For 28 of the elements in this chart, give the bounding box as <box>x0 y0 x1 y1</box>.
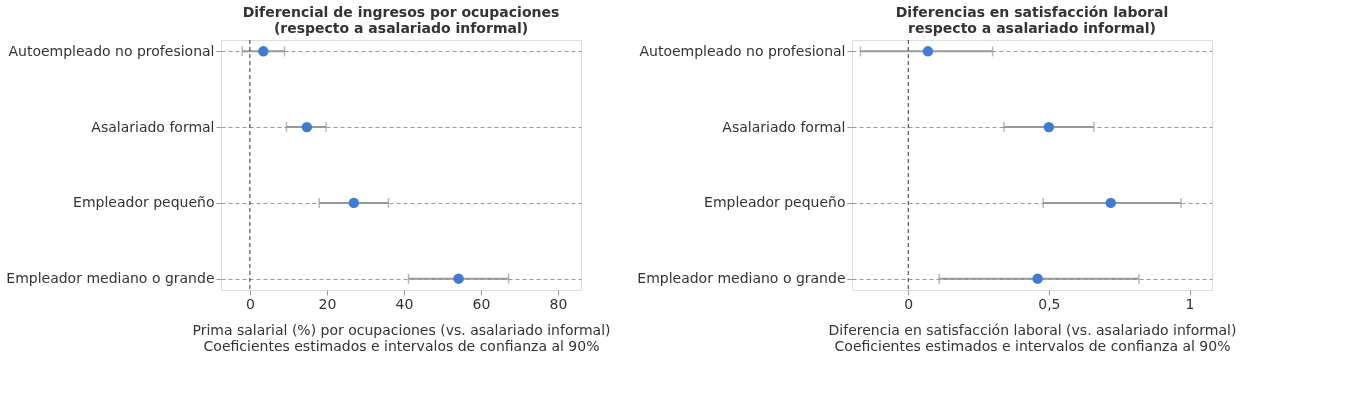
y-tick-label: Asalariado formal <box>91 118 215 135</box>
x-axis-title: Diferencia en satisfacción laboral (vs. asalariado informal) Coeficientes estimados e intervalos de confianza al 90% <box>828 321 1237 354</box>
x-tick-label: 0 <box>245 295 255 312</box>
y-tick-label: Autoempleado no profesional <box>8 42 215 59</box>
x-tick-label: 60 <box>472 295 491 312</box>
point <box>348 197 360 209</box>
x-tick-label: 80 <box>549 295 568 312</box>
y-tick-label: Empleador mediano o grande <box>6 270 215 287</box>
x-axis-title: Prima salarial (%) por ocupaciones (vs. asalariado informal) Coeficientes estimados e intervalos de confianza al 90% <box>192 321 611 354</box>
point <box>1032 273 1043 284</box>
x-tick-label: 0 <box>904 295 914 312</box>
point <box>1043 121 1055 133</box>
point <box>1105 197 1116 209</box>
y-tick-label: Autoempleado no profesional <box>639 42 846 59</box>
x-tick-label: 20 <box>318 295 337 312</box>
point <box>922 46 934 57</box>
y-tick-label: Asalariado formal <box>722 118 846 135</box>
chart-title: Diferencias en satisfacción laboral respecto a asalariado informal) <box>895 3 1169 36</box>
y-tick-label: Empleador pequeño <box>73 194 215 211</box>
y-tick-label: Empleador pequeño <box>704 194 846 211</box>
point <box>453 273 464 284</box>
x-tick-label: 1 <box>1185 295 1195 312</box>
x-tick-label: 40 <box>395 295 414 312</box>
x-tick-label: 0,5 <box>1038 295 1061 312</box>
point <box>301 121 313 133</box>
point <box>258 46 269 57</box>
chart-title: Diferencial de ingresos por ocupaciones (respecto a asalariado informal) <box>242 3 560 36</box>
y-tick-label: Empleador mediano o grande <box>637 270 846 287</box>
